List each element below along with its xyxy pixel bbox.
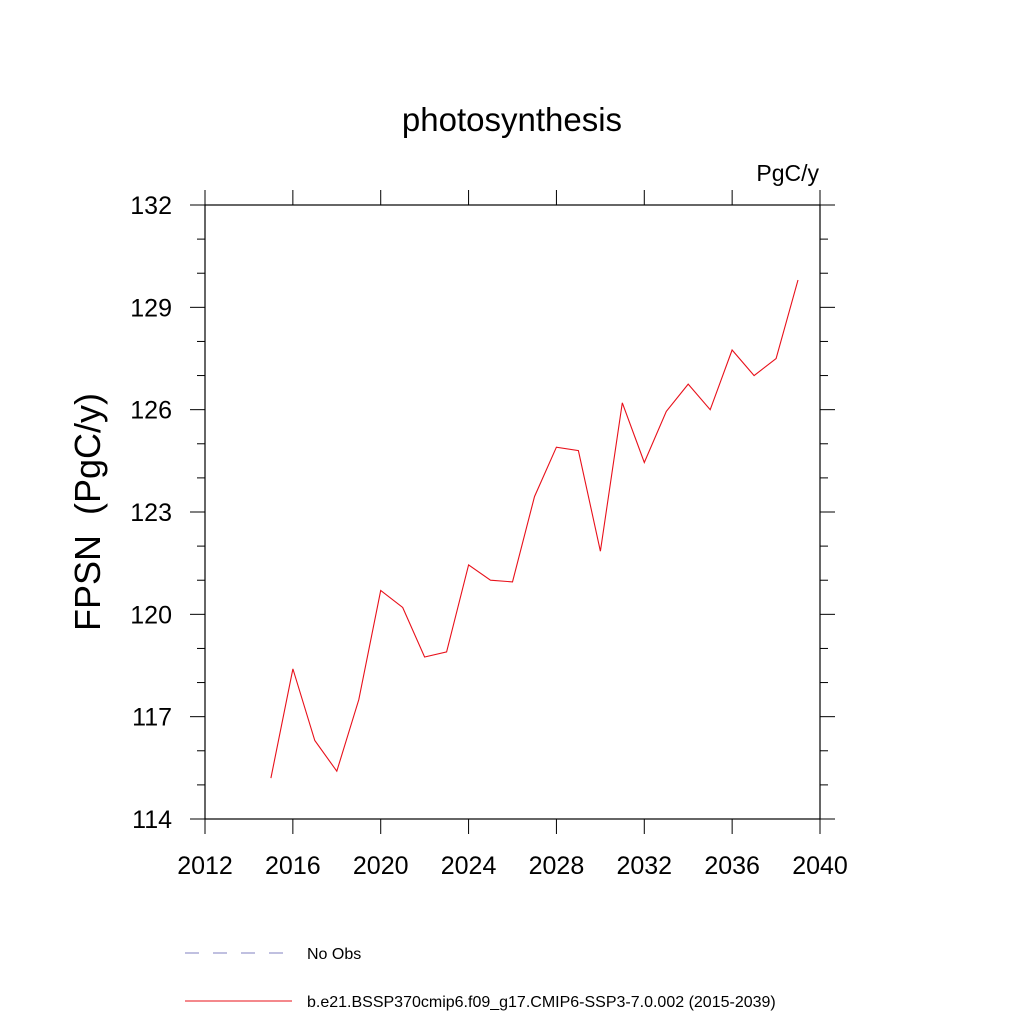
x-tick-label: 2036 [704,852,760,880]
chart-title: photosynthesis [402,101,622,138]
axes: 2012 2016 2020 2024 2028 2032 2036 2040 114 117 12… [130,190,848,880]
x-tick-label: 2016 [265,852,321,880]
y-tick-label: 126 [130,397,172,425]
series-layer [270,279,799,779]
y-axis-label: FPSN (PgC/y) [67,393,108,631]
x-tick-label: 2028 [529,852,585,880]
y-tick-label: 132 [130,192,172,220]
units-label: PgC/y [756,160,819,186]
x-tick-label: 2032 [616,852,672,880]
plot-frame [204,204,821,820]
x-tick-label: 2020 [353,852,409,880]
y-tick-label: 117 [132,704,172,732]
y-tick-label: 114 [132,806,172,834]
x-tick-label: 2040 [792,852,848,880]
legend: No Obs b.e21.BSSP370cmip6.f09_g17.CMIP6-S… [185,946,776,1011]
series-line [270,279,799,779]
legend-label: b.e21.BSSP370cmip6.f09_g17.CMIP6-SSP3-7.… [307,994,776,1011]
x-tick-label: 2024 [441,852,497,880]
legend-label: No Obs [307,946,361,963]
y-tick-label: 123 [130,499,172,527]
y-tick-label: 120 [130,601,172,629]
y-tick-label: 129 [130,294,172,322]
x-tick-label: 2012 [177,852,233,880]
